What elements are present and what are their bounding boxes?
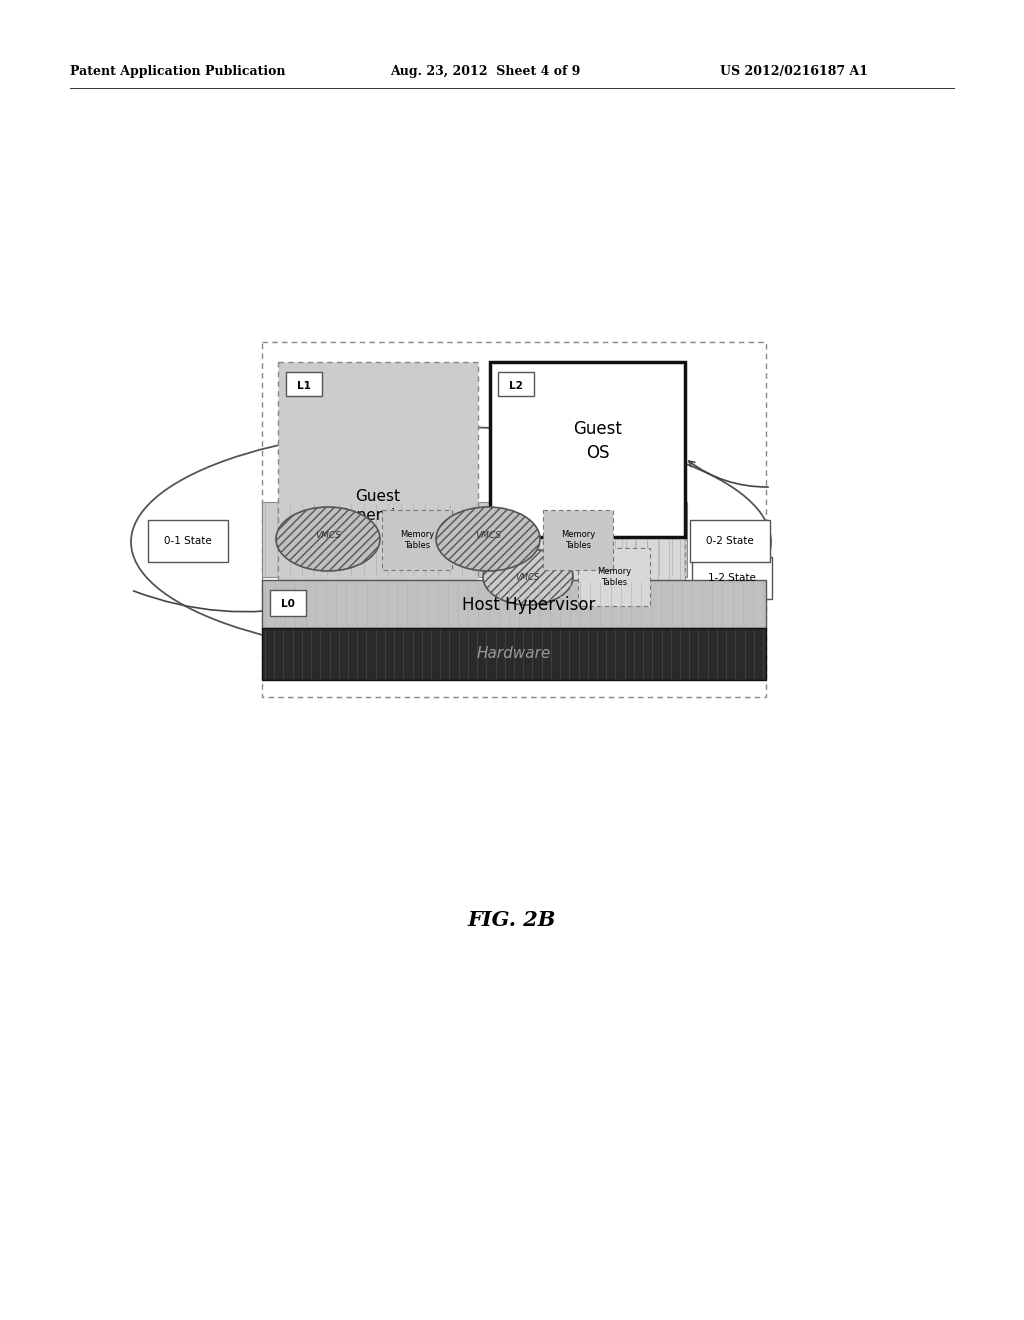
Text: VMCS: VMCS	[315, 531, 341, 540]
Ellipse shape	[436, 507, 540, 572]
Bar	[382, 510, 452, 570]
Bar	[148, 520, 228, 562]
Bar	[490, 537, 685, 616]
Text: VMCS: VMCS	[475, 531, 501, 540]
Bar	[543, 510, 613, 570]
Bar	[262, 502, 687, 577]
Bar	[490, 362, 685, 537]
Bar	[262, 342, 766, 697]
Text: US 2012/0216187 A1: US 2012/0216187 A1	[720, 66, 868, 78]
Text: Patent Application Publication: Patent Application Publication	[70, 66, 286, 78]
Text: Host Hypervisor: Host Hypervisor	[462, 597, 596, 614]
Bar	[692, 557, 772, 599]
Bar	[578, 548, 650, 606]
Bar	[690, 520, 770, 562]
Text: 1-2 State: 1-2 State	[708, 573, 756, 583]
Bar	[262, 628, 766, 680]
Ellipse shape	[483, 549, 573, 605]
Text: FIG. 2B: FIG. 2B	[468, 909, 556, 931]
Bar	[286, 372, 322, 396]
Text: L1: L1	[297, 381, 311, 391]
Text: Memory
Tables: Memory Tables	[561, 529, 595, 550]
Text: Guest
OS: Guest OS	[573, 420, 622, 462]
Text: 0-2 State: 0-2 State	[707, 536, 754, 546]
Bar	[278, 362, 478, 602]
Ellipse shape	[276, 507, 380, 572]
Text: Aug. 23, 2012  Sheet 4 of 9: Aug. 23, 2012 Sheet 4 of 9	[390, 66, 581, 78]
Text: L2: L2	[509, 381, 523, 391]
Text: Memory
Tables: Memory Tables	[597, 568, 631, 587]
Text: 0-1 State: 0-1 State	[164, 536, 212, 546]
Text: Memory
Tables: Memory Tables	[400, 529, 434, 550]
Text: VMCS: VMCS	[516, 573, 541, 582]
Text: Guest
Hypervisor: Guest Hypervisor	[337, 488, 420, 524]
Text: Hardware: Hardware	[477, 647, 551, 661]
Text: L0: L0	[281, 599, 295, 609]
Bar	[262, 579, 766, 628]
Bar	[498, 372, 534, 396]
Bar	[270, 590, 306, 616]
